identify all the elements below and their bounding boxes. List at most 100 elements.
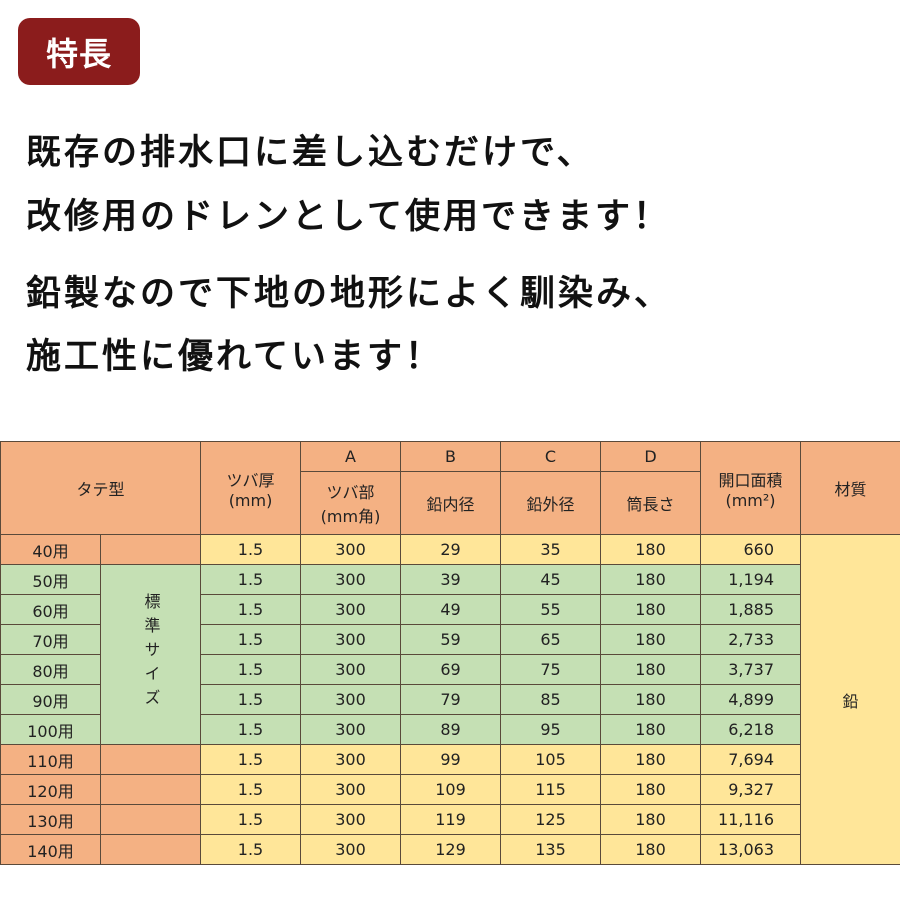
inner-diameter-cell: 59: [400, 624, 502, 655]
header-D: D: [600, 441, 702, 472]
header-A-label: ツバ部 (mm角): [300, 471, 402, 535]
inner-diameter-cell: 129: [400, 834, 502, 865]
size-cell: 120用: [0, 774, 101, 805]
header-D-label: 筒長さ: [600, 471, 702, 535]
inner-diameter-cell: 39: [400, 564, 502, 595]
table-row: 40用 1.5 300 29 35 180 660 鉛: [0, 534, 900, 865]
tsuba-size-cell: 300: [300, 654, 402, 685]
size-cell: 110用: [0, 744, 101, 775]
tube-length-cell: 180: [600, 594, 702, 625]
inner-diameter-cell: 29: [400, 534, 502, 565]
size-cell: 60用: [0, 594, 101, 625]
headline-line-4: 施工性に優れています！: [26, 337, 443, 377]
tsuba-thickness-cell: 1.5: [200, 834, 302, 865]
table-row: 140用 1.5 300 129 135 180 13,063: [0, 834, 900, 865]
inner-diameter-cell: 69: [400, 654, 502, 685]
opening-area-cell: 9,327: [700, 774, 802, 805]
table-row: 50用 標準サイズ 1.5 300 39 45 180 1,194: [0, 564, 900, 745]
opening-area-cell: 2,733: [700, 624, 802, 655]
opening-area-cell: 6,218: [700, 714, 802, 745]
tsuba-thickness-cell: 1.5: [200, 714, 302, 745]
tube-length-cell: 180: [600, 624, 702, 655]
inner-diameter-cell: 109: [400, 774, 502, 805]
table-row: 80用 1.5 300 69 75 180 3,737: [0, 654, 900, 685]
opening-area-cell: 11,116: [700, 804, 802, 835]
size-cell: 50用: [0, 564, 101, 595]
size-cell: 80用: [0, 654, 101, 685]
tsuba-size-cell: 300: [300, 534, 402, 565]
tsuba-size-cell: 300: [300, 834, 402, 865]
tsuba-thickness-cell: 1.5: [200, 654, 302, 685]
tsuba-size-cell: 300: [300, 594, 402, 625]
outer-diameter-cell: 35: [500, 534, 602, 565]
outer-diameter-cell: 95: [500, 714, 602, 745]
inner-diameter-cell: 99: [400, 744, 502, 775]
group-cell: [99, 774, 202, 805]
tsuba-size-cell: 300: [300, 714, 402, 745]
header-type: タテ型: [0, 441, 202, 535]
size-cell: 90用: [0, 684, 101, 715]
outer-diameter-cell: 55: [500, 594, 602, 625]
spec-table: タテ型 ツバ厚 (mm) A B C D 開口面積 (mm²) 材質 ツバ部 (mm角…: [0, 441, 900, 865]
size-cell: 100用: [0, 714, 101, 745]
header-C-label: 鉛外径: [500, 471, 602, 535]
outer-diameter-cell: 125: [500, 804, 602, 835]
tube-length-cell: 180: [600, 534, 702, 565]
group-cell: [99, 534, 202, 565]
size-cell: 40用: [0, 534, 101, 565]
group-cell: [99, 834, 202, 865]
opening-area-cell: 1,194: [700, 564, 802, 595]
tube-length-cell: 180: [600, 684, 702, 715]
opening-area-cell: 660: [700, 534, 802, 565]
headline-line-3: 鉛製なので下地の地形によく馴染み、: [26, 274, 673, 314]
outer-diameter-cell: 45: [500, 564, 602, 595]
table-row: 70用 1.5 300 59 65 180 2,733: [0, 624, 900, 655]
tube-length-cell: 180: [600, 654, 702, 685]
tsuba-size-cell: 300: [300, 804, 402, 835]
inner-diameter-cell: 119: [400, 804, 502, 835]
table-row: 110用 1.5 300 99 105 180 7,694: [0, 744, 900, 775]
outer-diameter-cell: 135: [500, 834, 602, 865]
outer-diameter-cell: 75: [500, 654, 602, 685]
tsuba-thickness-cell: 1.5: [200, 564, 302, 595]
headline-line-2: 改修用のドレンとして使用できます！: [26, 197, 671, 237]
group-cell: [99, 804, 202, 835]
header-B: B: [400, 441, 502, 472]
table-row: 90用 1.5 300 79 85 180 4,899: [0, 684, 900, 715]
tsuba-thickness-cell: 1.5: [200, 594, 302, 625]
opening-area-cell: 13,063: [700, 834, 802, 865]
material-cell: 鉛: [800, 534, 900, 865]
tube-length-cell: 180: [600, 714, 702, 745]
tsuba-size-cell: 300: [300, 684, 402, 715]
tsuba-thickness-cell: 1.5: [200, 744, 302, 775]
tsuba-thickness-cell: 1.5: [200, 534, 302, 565]
tsuba-thickness-cell: 1.5: [200, 684, 302, 715]
table-row: 60用 1.5 300 49 55 180 1,885: [0, 594, 900, 625]
opening-area-cell: 7,694: [700, 744, 802, 775]
table-row: 100用 1.5 300 89 95 180 6,218: [0, 714, 900, 745]
header-area: 開口面積 (mm²): [700, 441, 802, 535]
standard-size-cell: 標準サイズ: [99, 564, 202, 745]
group-cell: [99, 744, 202, 775]
outer-diameter-cell: 105: [500, 744, 602, 775]
tube-length-cell: 180: [600, 744, 702, 775]
tsuba-size-cell: 300: [300, 744, 402, 775]
header-A: A: [300, 441, 402, 472]
header-material: 材質: [800, 441, 900, 535]
header-tsuba-thickness: ツバ厚 (mm): [200, 441, 302, 535]
tsuba-size-cell: 300: [300, 624, 402, 655]
headline-line-1: 既存の排水口に差し込むだけで、: [26, 133, 595, 173]
tube-length-cell: 180: [600, 804, 702, 835]
tube-length-cell: 180: [600, 834, 702, 865]
outer-diameter-cell: 115: [500, 774, 602, 805]
tube-length-cell: 180: [600, 774, 702, 805]
inner-diameter-cell: 89: [400, 714, 502, 745]
opening-area-cell: 1,885: [700, 594, 802, 625]
tsuba-thickness-cell: 1.5: [200, 774, 302, 805]
tube-length-cell: 180: [600, 564, 702, 595]
standard-size-label: 標準サイズ: [141, 592, 161, 713]
feature-badge: 特長: [18, 18, 140, 85]
inner-diameter-cell: 79: [400, 684, 502, 715]
tsuba-thickness-cell: 1.5: [200, 624, 302, 655]
size-cell: 130用: [0, 804, 101, 835]
